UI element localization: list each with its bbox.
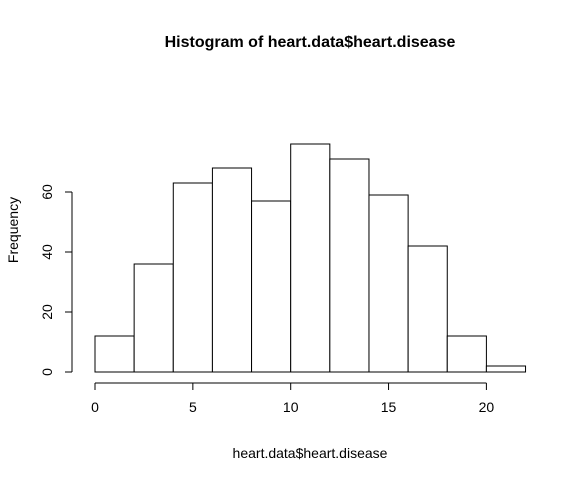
y-axis-label: Frequency: [5, 197, 21, 263]
histogram-bar-7: [368, 194, 409, 373]
histogram-bar-1: [133, 263, 174, 373]
x-tick-label-2: 10: [283, 399, 299, 415]
y-tick-label-1: 20: [39, 304, 55, 320]
bars-group: [94, 143, 527, 373]
histogram-bar-10: [485, 365, 527, 373]
x-tick-label-0: 0: [91, 399, 99, 415]
histogram-bar-3: [211, 167, 253, 373]
histogram-bar-0: [94, 335, 135, 373]
histogram-bar-8: [407, 245, 448, 373]
histogram-bar-4: [251, 200, 292, 373]
y-axis: 0 20 40 60: [39, 184, 73, 376]
y-tick-label-2: 40: [39, 244, 55, 260]
chart-title: Histogram of heart.data$heart.disease: [165, 34, 456, 51]
x-tick-label-1: 5: [189, 399, 197, 415]
histogram-bar-5: [290, 143, 331, 373]
histogram-bar-6: [329, 158, 370, 373]
y-tick-label-3: 60: [39, 184, 55, 200]
histogram-bar-2: [172, 182, 213, 373]
histogram-bar-9: [446, 335, 487, 373]
x-tick-label-4: 20: [479, 399, 495, 415]
x-axis: 0 5 10 15 20: [91, 382, 495, 415]
x-axis-label: heart.data$heart.disease: [233, 445, 388, 461]
y-tick-label-0: 0: [39, 368, 55, 376]
x-tick-label-3: 15: [381, 399, 397, 415]
